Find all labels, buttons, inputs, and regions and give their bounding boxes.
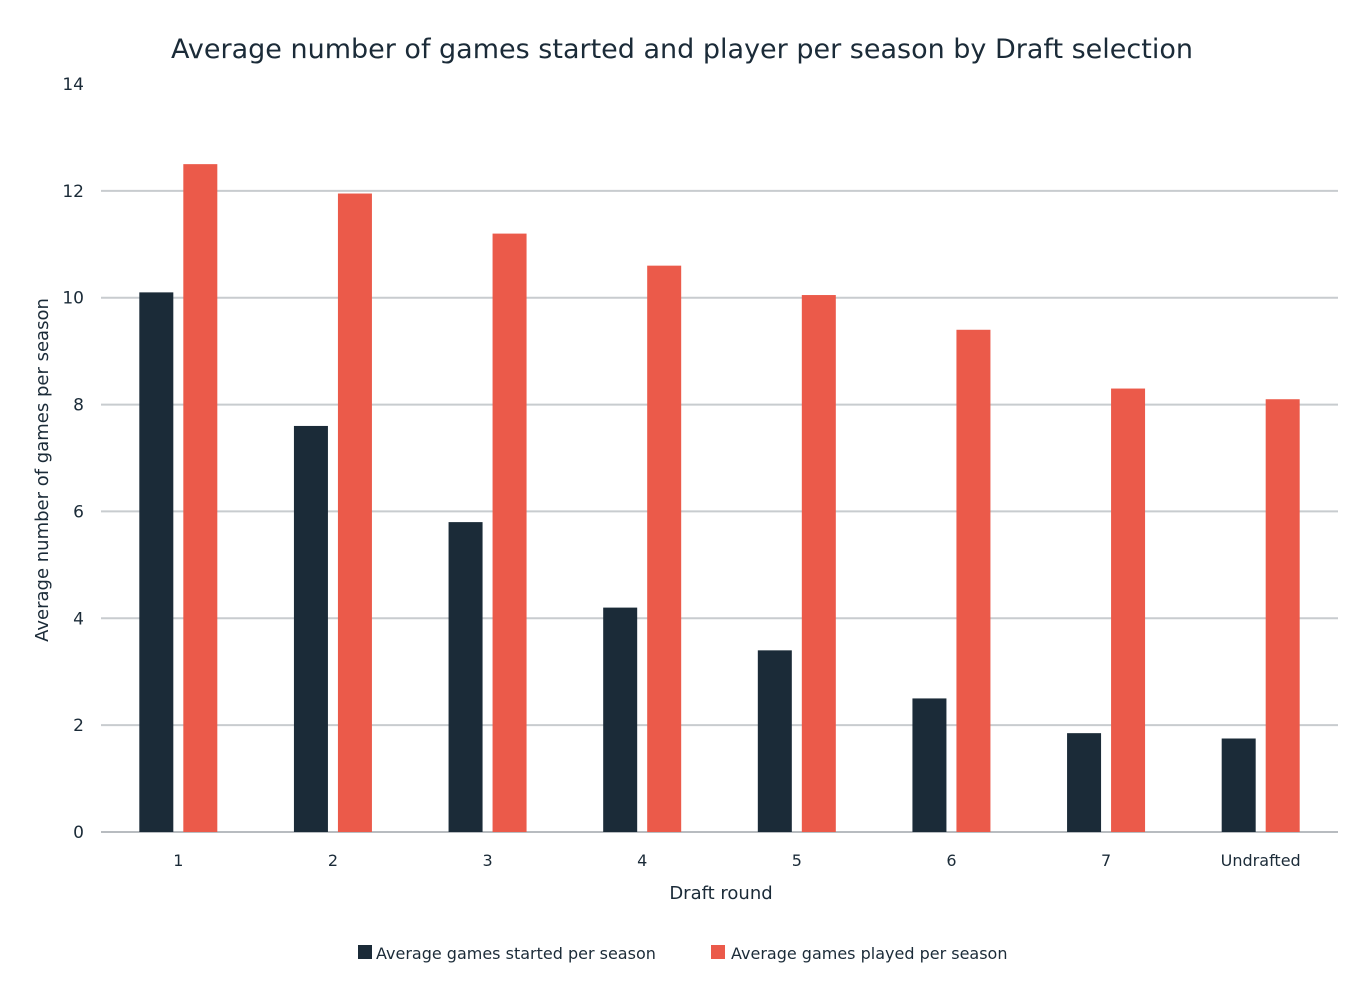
bar-started-undrafted <box>1221 738 1256 832</box>
bar-started-3 <box>448 522 483 832</box>
bar-started-5 <box>757 650 792 832</box>
y-tick-label: 12 <box>62 182 84 202</box>
y-tick-label: 8 <box>73 396 84 416</box>
y-tick-label: 2 <box>73 716 84 736</box>
bar-started-4 <box>603 607 638 832</box>
y-axis-ticks: 0 2 4 6 8 10 12 14 <box>62 75 84 843</box>
legend: Average games started per season Average… <box>358 944 1007 963</box>
x-tick-label: Undrafted <box>1221 851 1301 870</box>
y-axis-label: Average number of games per season <box>32 298 53 642</box>
bar-started-6 <box>912 698 947 832</box>
legend-label-started: Average games started per season <box>376 944 656 963</box>
x-tick-label: 1 <box>173 851 183 870</box>
bar-played-undrafted <box>1265 399 1300 832</box>
y-tick-label: 10 <box>62 289 84 309</box>
gridlines <box>101 189 1338 833</box>
bar-played-4 <box>647 265 682 833</box>
x-tick-label: 3 <box>482 851 492 870</box>
y-tick-label: 4 <box>73 609 84 629</box>
chart-title: Average number of games started and play… <box>171 34 1193 65</box>
x-tick-label: 4 <box>637 851 647 870</box>
y-tick-label: 14 <box>62 75 84 95</box>
bars <box>139 164 1300 833</box>
bar-played-3 <box>492 233 527 833</box>
legend-label-played: Average games played per season <box>731 944 1007 963</box>
x-tick-label: 5 <box>792 851 802 870</box>
bar-started-1 <box>139 292 174 832</box>
bar-played-1 <box>183 164 218 833</box>
bar-started-2 <box>293 425 328 832</box>
y-tick-label: 0 <box>73 823 84 843</box>
x-axis-label: Draft round <box>669 883 772 904</box>
bar-started-7 <box>1067 733 1102 832</box>
bar-played-6 <box>956 329 991 832</box>
legend-swatch-played <box>711 945 725 959</box>
bar-played-2 <box>337 193 372 832</box>
y-tick-label: 6 <box>73 502 84 522</box>
x-tick-label: 6 <box>946 851 956 870</box>
x-tick-label: 7 <box>1101 851 1111 870</box>
x-tick-label: 2 <box>328 851 338 870</box>
bar-played-5 <box>801 295 836 832</box>
bar-played-7 <box>1111 388 1146 832</box>
x-axis-ticks: 1 2 3 4 5 6 7 Undrafted <box>173 851 1300 870</box>
legend-swatch-started <box>358 945 372 959</box>
